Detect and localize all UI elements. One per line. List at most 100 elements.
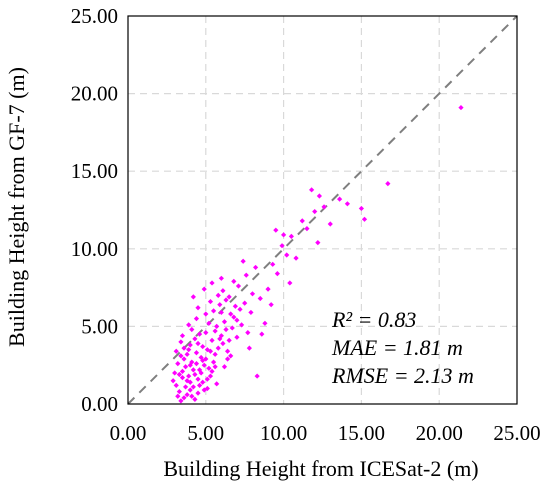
data-point bbox=[217, 336, 223, 342]
x-tick-label: 0.00 bbox=[110, 421, 147, 445]
plot-frame bbox=[127, 15, 518, 405]
data-point bbox=[181, 395, 187, 401]
data-point bbox=[458, 104, 464, 111]
data-point bbox=[207, 373, 214, 379]
data-point bbox=[209, 368, 215, 375]
x-tick-label: 20.00 bbox=[416, 421, 463, 445]
data-point bbox=[172, 370, 178, 376]
data-point bbox=[212, 351, 218, 357]
data-point bbox=[226, 294, 232, 300]
data-point bbox=[186, 347, 192, 353]
data-point bbox=[218, 309, 224, 316]
data-point bbox=[182, 384, 189, 390]
data-point bbox=[184, 351, 190, 357]
data-point bbox=[173, 348, 179, 354]
y-tick-label: 25.00 bbox=[71, 4, 118, 28]
data-point bbox=[209, 280, 215, 286]
data-point bbox=[385, 181, 391, 187]
data-point bbox=[293, 255, 299, 261]
data-point bbox=[198, 370, 204, 376]
data-point bbox=[252, 264, 259, 271]
data-point bbox=[344, 201, 350, 207]
data-point bbox=[284, 252, 290, 258]
data-point bbox=[229, 325, 235, 331]
data-point bbox=[179, 333, 186, 339]
data-point bbox=[270, 261, 276, 267]
data-point bbox=[228, 311, 234, 317]
x-tick-label: 25.00 bbox=[493, 421, 540, 445]
data-point bbox=[209, 337, 215, 343]
data-point bbox=[281, 232, 287, 238]
data-point bbox=[210, 359, 217, 365]
data-point bbox=[235, 283, 242, 289]
data-point bbox=[178, 339, 184, 345]
data-point bbox=[257, 295, 263, 302]
data-point bbox=[321, 204, 327, 210]
data-point bbox=[196, 367, 203, 373]
data-point bbox=[187, 362, 193, 368]
annotation-mae: MAE = 1.81 m bbox=[331, 335, 463, 360]
data-point bbox=[190, 384, 196, 390]
data-point bbox=[223, 326, 229, 333]
data-point bbox=[204, 385, 210, 392]
data-point bbox=[215, 345, 221, 351]
data-point bbox=[203, 311, 209, 317]
data-point bbox=[204, 376, 210, 382]
data-point bbox=[176, 371, 182, 378]
data-point bbox=[182, 364, 189, 370]
data-point bbox=[220, 288, 226, 294]
reference-line-1to1 bbox=[127, 15, 518, 405]
data-point bbox=[178, 353, 184, 359]
y-tick-label: 5.00 bbox=[81, 314, 118, 338]
data-point bbox=[238, 322, 245, 328]
data-point bbox=[274, 271, 280, 277]
data-point bbox=[193, 361, 200, 367]
data-point bbox=[315, 239, 321, 246]
data-point bbox=[279, 243, 285, 249]
x-axis-title: Building Height from ICESat-2 (m) bbox=[163, 456, 478, 481]
data-point bbox=[361, 216, 368, 222]
data-point bbox=[218, 275, 224, 281]
data-point bbox=[200, 379, 206, 385]
data-point bbox=[181, 345, 187, 351]
data-point bbox=[186, 373, 192, 379]
data-point bbox=[299, 218, 305, 224]
data-point bbox=[184, 392, 190, 398]
data-point bbox=[254, 373, 260, 379]
y-axis-title: Building Height from GF-7 (m) bbox=[4, 67, 29, 347]
data-point bbox=[184, 378, 190, 384]
data-point bbox=[193, 316, 200, 322]
data-point bbox=[195, 340, 201, 347]
data-point bbox=[192, 336, 198, 342]
data-point bbox=[228, 353, 234, 359]
data-points bbox=[170, 104, 464, 404]
data-point bbox=[187, 387, 193, 393]
data-point bbox=[273, 227, 279, 233]
y-tick-label: 10.00 bbox=[71, 237, 118, 261]
data-point bbox=[246, 345, 252, 351]
data-point bbox=[237, 306, 243, 312]
data-point bbox=[249, 291, 256, 297]
data-point bbox=[245, 330, 251, 336]
annotation-rmse: RMSE = 2.13 m bbox=[331, 363, 474, 388]
data-point bbox=[195, 305, 201, 311]
data-point bbox=[232, 303, 238, 309]
data-point bbox=[248, 309, 254, 316]
data-point bbox=[223, 297, 229, 303]
y-tick-label: 0.00 bbox=[81, 392, 118, 416]
x-tick-label: 10.00 bbox=[260, 421, 307, 445]
data-point bbox=[190, 367, 196, 373]
data-point bbox=[187, 342, 193, 348]
data-point bbox=[240, 258, 246, 264]
data-point bbox=[189, 393, 195, 399]
data-point bbox=[243, 272, 249, 278]
data-point bbox=[265, 286, 271, 292]
data-point bbox=[210, 308, 217, 314]
data-point bbox=[212, 328, 218, 334]
data-point bbox=[206, 365, 212, 371]
data-point bbox=[192, 371, 198, 378]
data-point bbox=[196, 331, 203, 337]
data-point bbox=[206, 320, 212, 326]
data-point bbox=[200, 357, 206, 364]
